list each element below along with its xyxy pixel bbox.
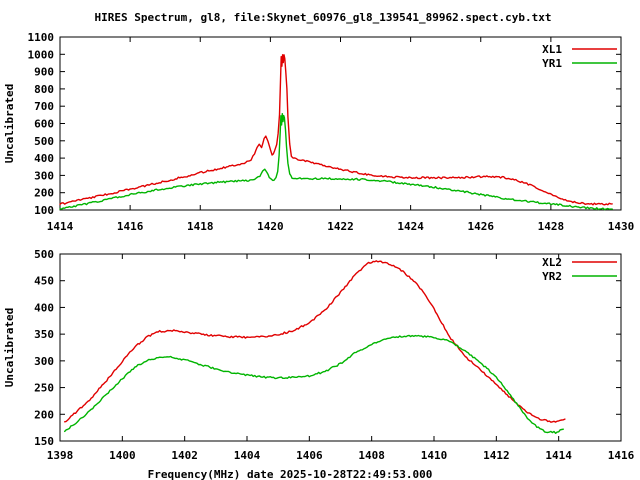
series-YR1 [59, 113, 613, 211]
y-tick-label: 1000 [28, 48, 55, 61]
x-tick-label: 1428 [538, 220, 565, 233]
y-tick-label: 300 [34, 355, 54, 368]
x-tick-label: 1426 [468, 220, 495, 233]
bottom-panel: 1398 1400 1402 1404 1406 1408 1410 1412 1414 1416… [3, 248, 635, 462]
y-tick-label: 150 [34, 435, 54, 448]
y-tick-label: 200 [34, 408, 54, 421]
x-tick-label: 1416 [608, 449, 635, 462]
y-axis-label: Uncalibrated [3, 308, 16, 387]
x-tick-label: 1402 [171, 449, 198, 462]
y-axis-label: Uncalibrated [3, 84, 16, 163]
y-tick-label: 450 [34, 275, 54, 288]
x-tick-label: 1424 [397, 220, 424, 233]
x-tick-label: 1414 [47, 220, 74, 233]
series-XL2 [64, 260, 566, 423]
x-tick-label: 1422 [327, 220, 354, 233]
y-tick-label: 800 [34, 83, 54, 96]
plot-panels: 1414 1416 1418 1420 1422 1424 1426 1428 1430 100 2… [3, 31, 635, 462]
series-XL1 [59, 54, 613, 206]
x-tick-label: 1398 [47, 449, 74, 462]
legend-label-YR1: YR1 [542, 57, 562, 70]
y-tick-label: 1100 [28, 31, 55, 44]
y-tick-label: 200 [34, 187, 54, 200]
x-tick-label: 1400 [109, 449, 136, 462]
y-tick-label: 900 [34, 66, 54, 79]
y-tick-label: 350 [34, 328, 54, 341]
x-tick-label: 1430 [608, 220, 635, 233]
x-tick-label: 1410 [421, 449, 448, 462]
y-tick-label: 500 [34, 135, 54, 148]
x-tick-label: 1420 [257, 220, 284, 233]
y-tick-label: 500 [34, 248, 54, 261]
y-tick-label: 700 [34, 100, 54, 113]
y-tick-label: 400 [34, 301, 54, 314]
y-tick-label: 400 [34, 152, 54, 165]
plot-border [59, 253, 622, 442]
legend-label-XL2: XL2 [542, 256, 562, 269]
y-tick-label: 250 [34, 382, 54, 395]
top-panel: 1414 1416 1418 1420 1422 1424 1426 1428 1430 100 2… [3, 31, 634, 233]
y-tick-label: 600 [34, 118, 54, 131]
legend-label-XL1: XL1 [542, 43, 562, 56]
series-YR2 [64, 334, 564, 434]
plot-title: HIRES Spectrum, gl8, file:Skynet_60976_g… [95, 11, 552, 24]
y-tick-label: 100 [34, 204, 54, 217]
y-tick-label: 300 [34, 169, 54, 182]
x-axis-label: Frequency(MHz) date 2025-10-28T22:49:53.… [148, 468, 433, 480]
legend-label-YR2: YR2 [542, 270, 562, 283]
x-tick-label: 1412 [483, 449, 510, 462]
x-tick-label: 1418 [187, 220, 214, 233]
x-tick-label: 1408 [358, 449, 385, 462]
x-tick-label: 1416 [117, 220, 144, 233]
x-tick-label: 1406 [296, 449, 323, 462]
plot-border [59, 36, 622, 211]
x-tick-label: 1414 [545, 449, 572, 462]
x-tick-label: 1404 [234, 449, 261, 462]
